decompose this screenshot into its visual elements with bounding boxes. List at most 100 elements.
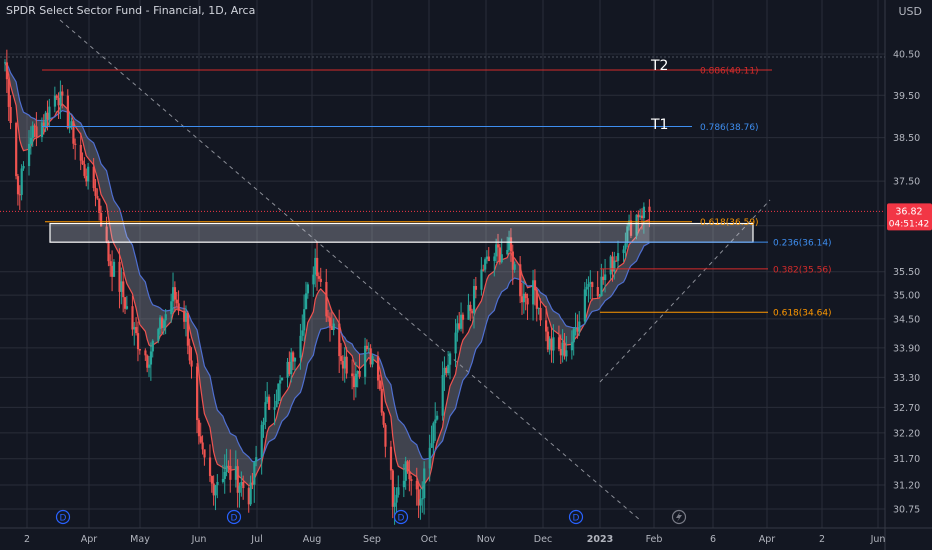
- candle-body: [417, 489, 420, 506]
- candle-body: [430, 443, 433, 448]
- candle-body: [447, 364, 450, 374]
- fib-level-label: 0.236(36.14): [773, 239, 832, 249]
- candle-body: [506, 250, 509, 255]
- candle-body: [247, 488, 250, 505]
- candle-body: [587, 283, 590, 287]
- candle-body: [29, 138, 33, 144]
- candle-body: [177, 303, 180, 311]
- dividend-marker[interactable]: D: [226, 509, 242, 525]
- price-tick-label: 39.50: [893, 91, 920, 102]
- time-tick-label: 6: [710, 534, 716, 545]
- candle-body: [20, 168, 23, 195]
- candle-body: [316, 257, 319, 277]
- candle-body: [532, 280, 535, 305]
- time-tick-label: Sep: [363, 534, 381, 545]
- candle-body: [648, 206, 651, 212]
- candle-body: [55, 95, 58, 98]
- fib-level-label: 0.886(40.11): [700, 66, 759, 76]
- candle-body: [563, 342, 566, 357]
- candle-body: [445, 367, 448, 374]
- candle-body: [136, 333, 140, 350]
- time-tick-label: May: [130, 534, 150, 545]
- candle-body: [227, 465, 230, 467]
- candle-body: [495, 244, 498, 257]
- price-tick-label: 31.20: [893, 480, 920, 491]
- candle-body: [229, 465, 232, 480]
- candles: [4, 49, 651, 525]
- candle-body: [59, 91, 62, 106]
- candle-body: [48, 106, 51, 120]
- candle-body: [196, 366, 199, 421]
- candle-body: [402, 480, 406, 488]
- candle-body: [513, 264, 516, 270]
- time-tick-label: Apr: [81, 534, 98, 545]
- candle-body: [85, 175, 88, 182]
- candle-body: [589, 282, 592, 284]
- lightning-icon[interactable]: [671, 509, 687, 525]
- candle-body: [264, 402, 267, 423]
- candle-body: [533, 280, 537, 291]
- candle-body: [87, 166, 90, 182]
- candle-body: [561, 342, 564, 356]
- candle-body: [133, 327, 136, 330]
- candle-body: [221, 478, 225, 482]
- last-price-value: 36.82: [895, 206, 922, 217]
- candle-body: [340, 356, 343, 361]
- candle-body: [526, 298, 529, 305]
- candle-body: [642, 206, 646, 219]
- candle-body: [96, 195, 99, 199]
- candle-body: [500, 254, 503, 263]
- candle-body: [511, 251, 514, 270]
- candle-body: [98, 198, 101, 213]
- candle-body: [434, 419, 437, 424]
- candle-body: [415, 480, 418, 490]
- candle-body: [18, 194, 21, 196]
- dividend-marker[interactable]: D: [55, 509, 71, 525]
- candle-body: [508, 237, 511, 251]
- price-tick-label: 40.50: [893, 50, 920, 61]
- fib-level-label: 0.786(38.76): [700, 123, 759, 133]
- candle-body: [157, 329, 160, 341]
- candle-body: [600, 276, 603, 297]
- candle-body: [197, 420, 201, 437]
- candle-body: [214, 485, 217, 496]
- candle-body: [61, 91, 64, 96]
- candle-body: [550, 338, 553, 351]
- candle-body: [35, 126, 38, 137]
- candle-body: [544, 320, 548, 332]
- candle-body: [31, 125, 34, 139]
- candle-body: [428, 447, 431, 469]
- candle-body: [522, 293, 526, 303]
- candle-body: [70, 121, 73, 127]
- candle-body: [314, 257, 317, 275]
- price-tick-label: 31.70: [893, 454, 920, 465]
- candle-body: [471, 310, 474, 314]
- chart-title: SPDR Select Sector Fund - Financial, 1D,…: [6, 4, 256, 17]
- candle-body: [583, 289, 586, 322]
- candle-body: [345, 356, 348, 374]
- candle-body: [301, 330, 304, 336]
- candle-body: [585, 286, 588, 290]
- last-price-badge: [887, 203, 932, 231]
- candle-body: [131, 306, 134, 330]
- candle-body: [122, 281, 125, 298]
- candle-body: [275, 401, 278, 408]
- candle-body: [341, 360, 345, 369]
- candle-body: [306, 284, 310, 294]
- candle-body: [288, 361, 291, 375]
- time-tick-label: Oct: [421, 534, 438, 545]
- dividend-marker[interactable]: D: [568, 509, 584, 525]
- fib-level-label: 0.618(36.59): [700, 218, 759, 228]
- candle-body: [240, 481, 243, 486]
- grid: [0, 0, 885, 528]
- candle-body: [557, 337, 561, 349]
- candle-body: [509, 237, 513, 252]
- dividend-marker[interactable]: D: [393, 509, 409, 525]
- candle-body: [138, 349, 141, 351]
- candle-body: [40, 122, 44, 137]
- price-tick-label: 33.30: [893, 373, 920, 384]
- candle-body: [149, 351, 153, 365]
- candle-body: [472, 286, 476, 314]
